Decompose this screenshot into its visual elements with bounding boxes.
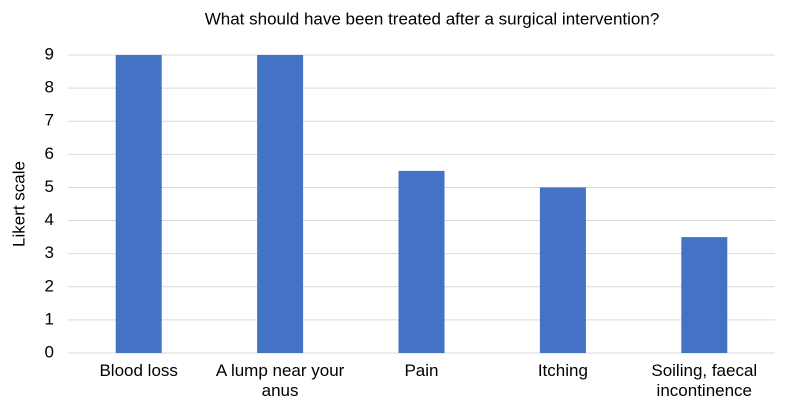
y-tick-label: 8 bbox=[45, 78, 54, 97]
bar bbox=[681, 237, 728, 353]
x-tick-label: Blood loss bbox=[99, 361, 178, 380]
y-tick-label: 5 bbox=[45, 177, 54, 196]
y-tick-label: 2 bbox=[45, 276, 54, 295]
y-tick-label: 1 bbox=[45, 309, 54, 328]
y-tick-label: 6 bbox=[45, 144, 54, 163]
y-tick-label: 0 bbox=[45, 342, 54, 361]
bar bbox=[115, 55, 162, 353]
x-tick-label: A lump near your anus bbox=[215, 361, 345, 400]
y-tick-label: 9 bbox=[45, 44, 54, 63]
y-axis-label: Likert scale bbox=[9, 161, 28, 247]
x-tick-label: Pain bbox=[404, 361, 439, 380]
y-tick-label: 3 bbox=[45, 243, 54, 262]
x-tick-label: Soiling, faecal incontinence bbox=[651, 361, 758, 400]
bar bbox=[539, 187, 586, 353]
chart-title: What should have been treated after a su… bbox=[205, 9, 660, 28]
x-tick-label: Itching bbox=[537, 361, 588, 380]
bar bbox=[398, 170, 445, 353]
y-tick-label: 4 bbox=[45, 210, 54, 229]
bar bbox=[257, 55, 304, 353]
y-tick-label: 7 bbox=[45, 111, 54, 130]
